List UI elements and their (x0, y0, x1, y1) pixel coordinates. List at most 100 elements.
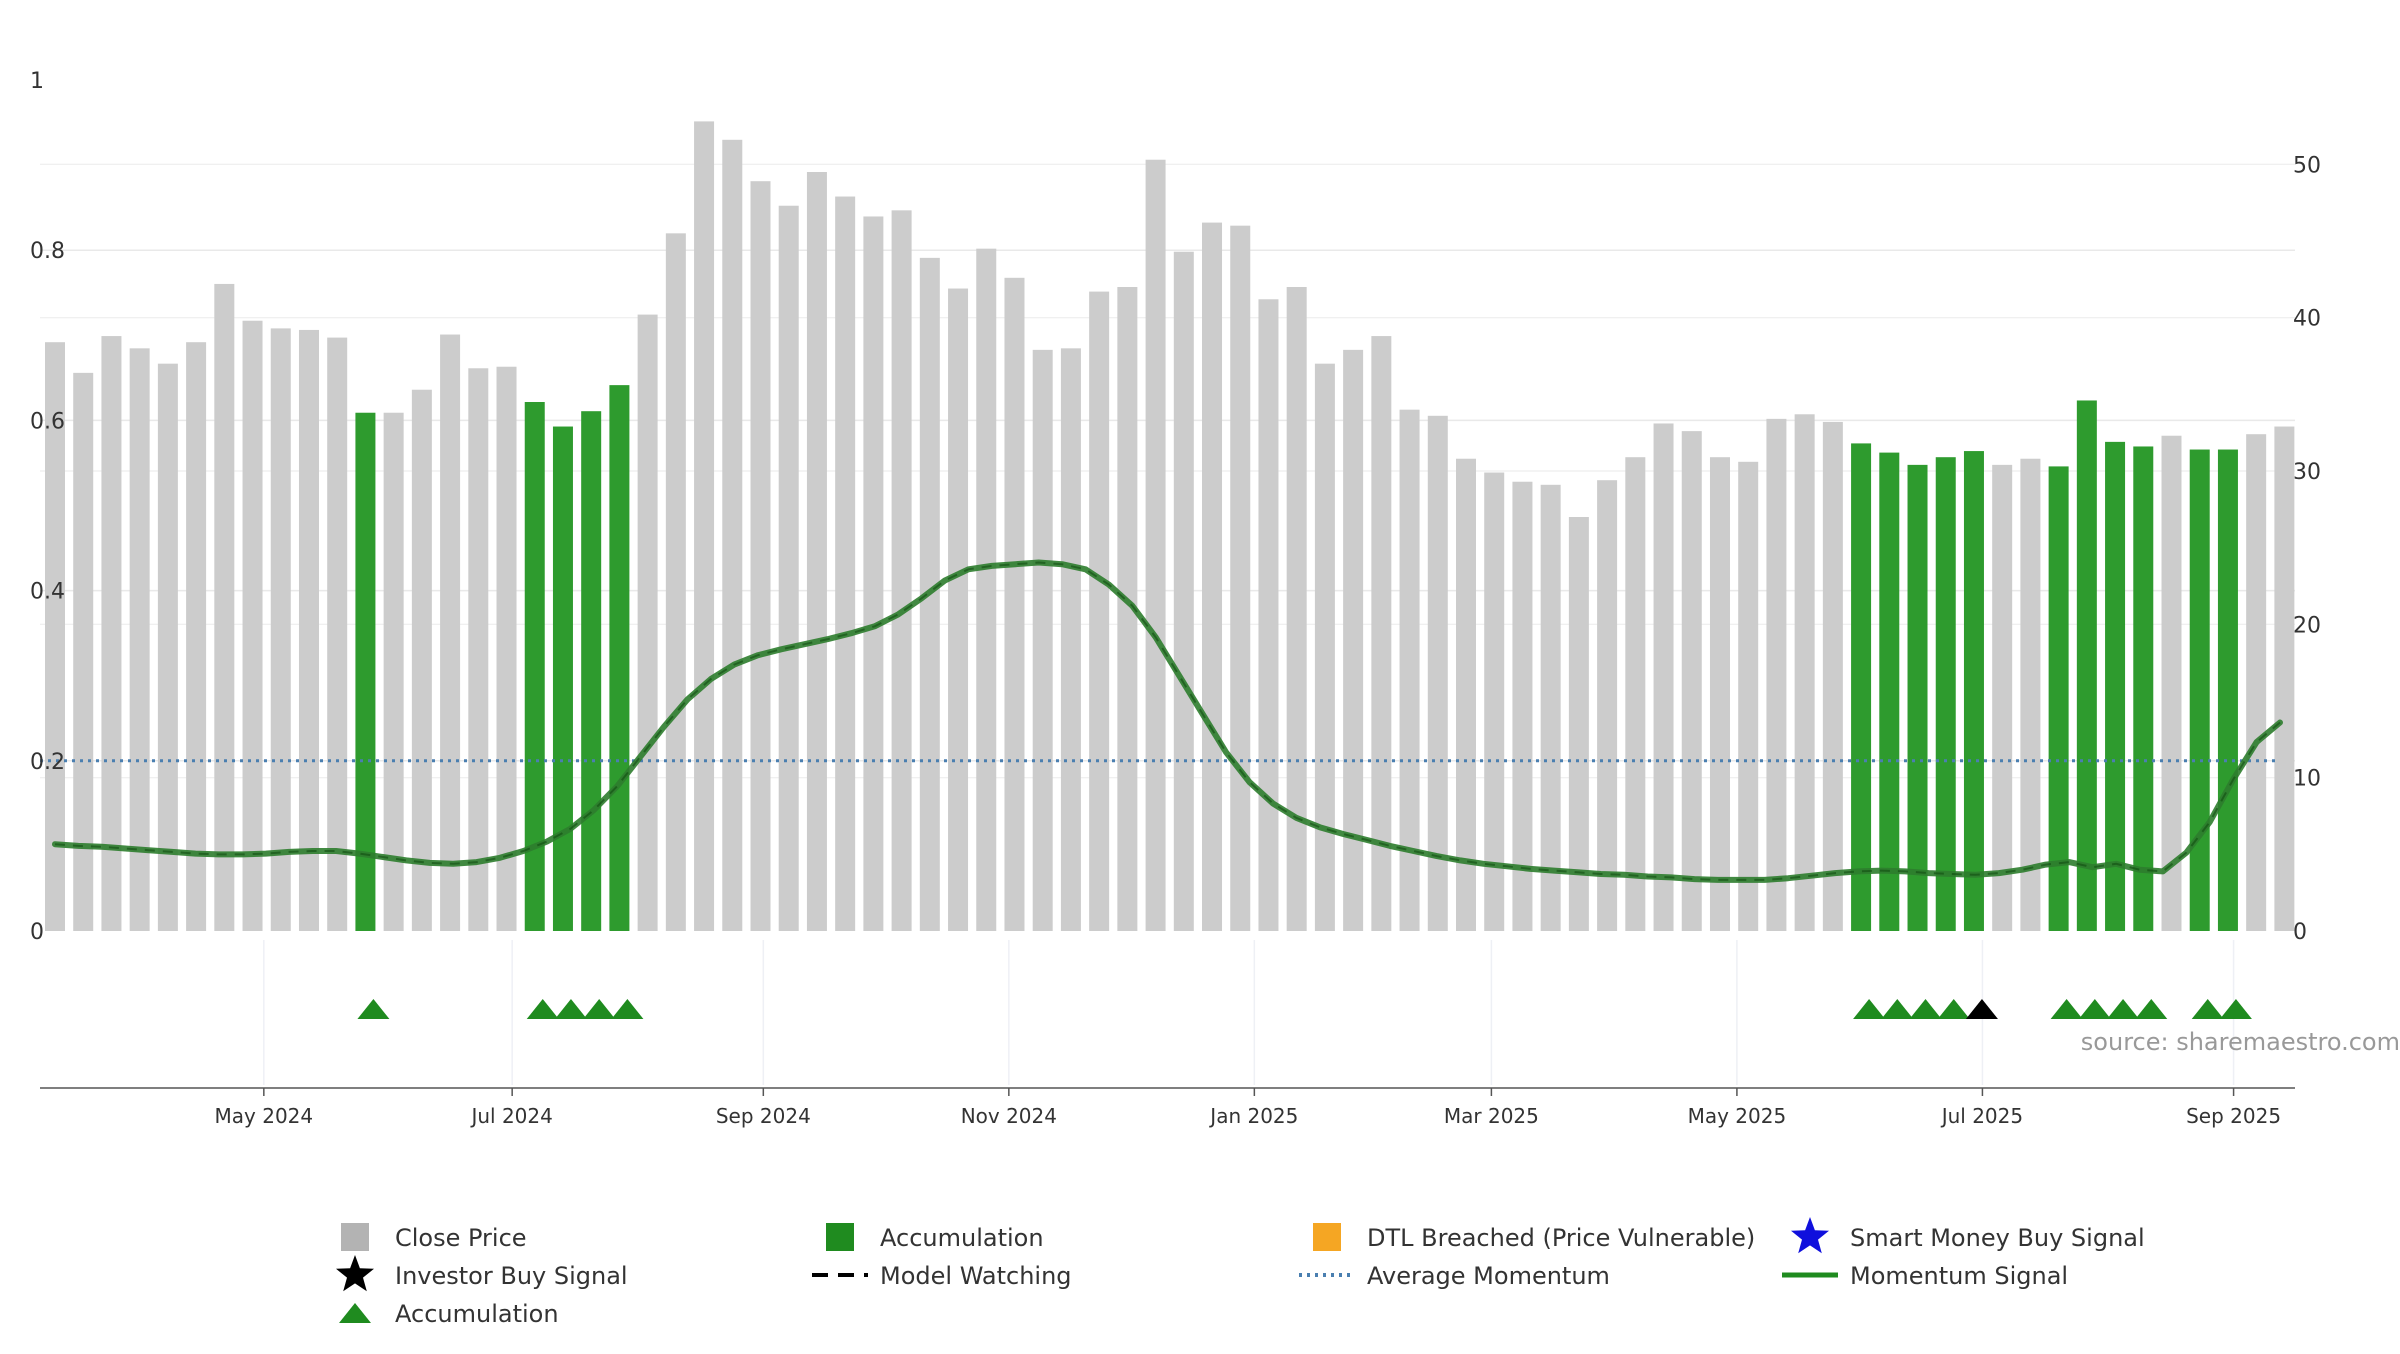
left-axis-ticks: 0 0.2 0.4 0.6 0.8 1 (30, 69, 65, 945)
legend-label: Momentum Signal (1850, 1262, 2068, 1290)
price-bar (2020, 458, 2041, 931)
date-label: May 2025 (1688, 1104, 1787, 1128)
price-bar (298, 329, 319, 931)
accumulation-triangle-marker (554, 999, 587, 1019)
price-bar (1681, 431, 1702, 931)
price-bar (665, 233, 686, 932)
legend: Close Price Accumulation DTL Breached (Pri… (336, 1217, 2145, 1328)
price-bar (1060, 348, 1081, 931)
price-bar (1032, 349, 1053, 931)
date-label: Sep 2024 (716, 1104, 811, 1128)
price-bar (1766, 418, 1787, 931)
legend-item: Average Momentum (1299, 1262, 1610, 1290)
legend-triangle (339, 1303, 371, 1323)
price-bar (186, 342, 207, 931)
accumulation-bar (2076, 400, 2097, 931)
price-bar (1089, 291, 1110, 932)
price-bar (45, 342, 65, 931)
price-bar (129, 348, 150, 931)
left-tick-label: 0.4 (30, 580, 65, 605)
accumulation-bar (1851, 443, 1872, 931)
accumulation-triangle-marker (583, 999, 616, 1019)
right-tick-label: 10 (2293, 767, 2321, 792)
price-bar (1512, 481, 1533, 931)
price-bar (242, 320, 263, 931)
momentum-signal-line (52, 559, 2283, 883)
price-bar (101, 336, 122, 932)
legend-label: Smart Money Buy Signal (1850, 1224, 2145, 1252)
left-tick-label: 0.2 (30, 750, 65, 775)
price-bar (2246, 434, 2267, 931)
price-bar (327, 337, 348, 932)
price-bar (440, 334, 461, 931)
right-axis-ticks: 0 10 20 30 40 50 (2293, 153, 2321, 945)
price-bar (722, 139, 743, 932)
accumulation-bar (2048, 466, 2069, 931)
legend-item: Accumulation (339, 1300, 559, 1328)
price-bar (1230, 225, 1251, 931)
accumulation-triangle-marker (1909, 999, 1942, 1019)
accumulation-triangle-marker (357, 999, 390, 1019)
legend-label: Model Watching (880, 1262, 1072, 1290)
price-bar (835, 196, 856, 932)
accumulation-triangle-marker (2135, 999, 2168, 1019)
legend-label: Investor Buy Signal (395, 1262, 628, 1290)
date-label: Mar 2025 (1444, 1104, 1539, 1128)
price-bar (806, 172, 827, 931)
price-bar (891, 210, 912, 932)
accumulation-bar (581, 411, 602, 931)
price-bar (496, 366, 517, 931)
legend-label: Accumulation (880, 1224, 1044, 1252)
accumulation-bar (1907, 464, 1928, 931)
price-bar (1992, 464, 2013, 931)
price-bar (1738, 461, 1759, 931)
left-tick-label: 0 (30, 920, 44, 945)
right-tick-label: 40 (2293, 307, 2321, 332)
legend-item: Investor Buy Signal (336, 1255, 628, 1292)
accumulation-triangle-marker (526, 999, 559, 1019)
date-label: May 2024 (215, 1104, 314, 1128)
price-bar (2274, 426, 2295, 931)
accumulation-triangle-marker (1853, 999, 1886, 1019)
legend-star-icon (336, 1255, 374, 1292)
legend-swatch (826, 1223, 854, 1251)
price-bar (1117, 287, 1138, 931)
accumulation-bar (609, 385, 630, 932)
accumulation-bar (1935, 457, 1956, 931)
date-label: Jul 2024 (469, 1104, 552, 1128)
accumulation-triangle-marker (1937, 999, 1970, 1019)
accumulation-bar (552, 426, 573, 931)
legend-item: Accumulation (826, 1223, 1044, 1252)
price-bar (1286, 287, 1307, 931)
investor-triangle-marker (1965, 999, 1998, 1019)
price-bars (45, 121, 2295, 932)
price-bar (1822, 421, 1843, 931)
price-bar (694, 121, 715, 931)
price-bar (1597, 480, 1618, 931)
gridlines (40, 163, 2295, 1085)
price-bar (863, 216, 884, 931)
source-credit: source: sharemaestro.com (2081, 1028, 2400, 1056)
legend-item: Close Price (341, 1223, 527, 1252)
left-tick-label: 0.6 (30, 409, 65, 434)
accumulation-bar (355, 412, 376, 931)
right-tick-label: 20 (2293, 613, 2321, 638)
price-bar (1399, 409, 1420, 932)
price-bar (1258, 299, 1279, 931)
price-bar (976, 248, 997, 931)
price-bar (1709, 457, 1730, 931)
price-bar (1145, 159, 1166, 931)
right-tick-label: 50 (2293, 153, 2321, 178)
accumulation-triangle-marker (2078, 999, 2111, 1019)
date-label: Sep 2025 (2186, 1104, 2281, 1128)
price-bar (1371, 336, 1392, 932)
price-bar (214, 283, 235, 931)
price-bar (637, 314, 658, 932)
accumulation-triangle-marker (2050, 999, 2083, 1019)
legend-item: Momentum Signal (1782, 1262, 2068, 1290)
price-bar (157, 363, 178, 932)
legend-item: Model Watching (812, 1262, 1072, 1290)
accumulation-bar (2133, 446, 2154, 931)
